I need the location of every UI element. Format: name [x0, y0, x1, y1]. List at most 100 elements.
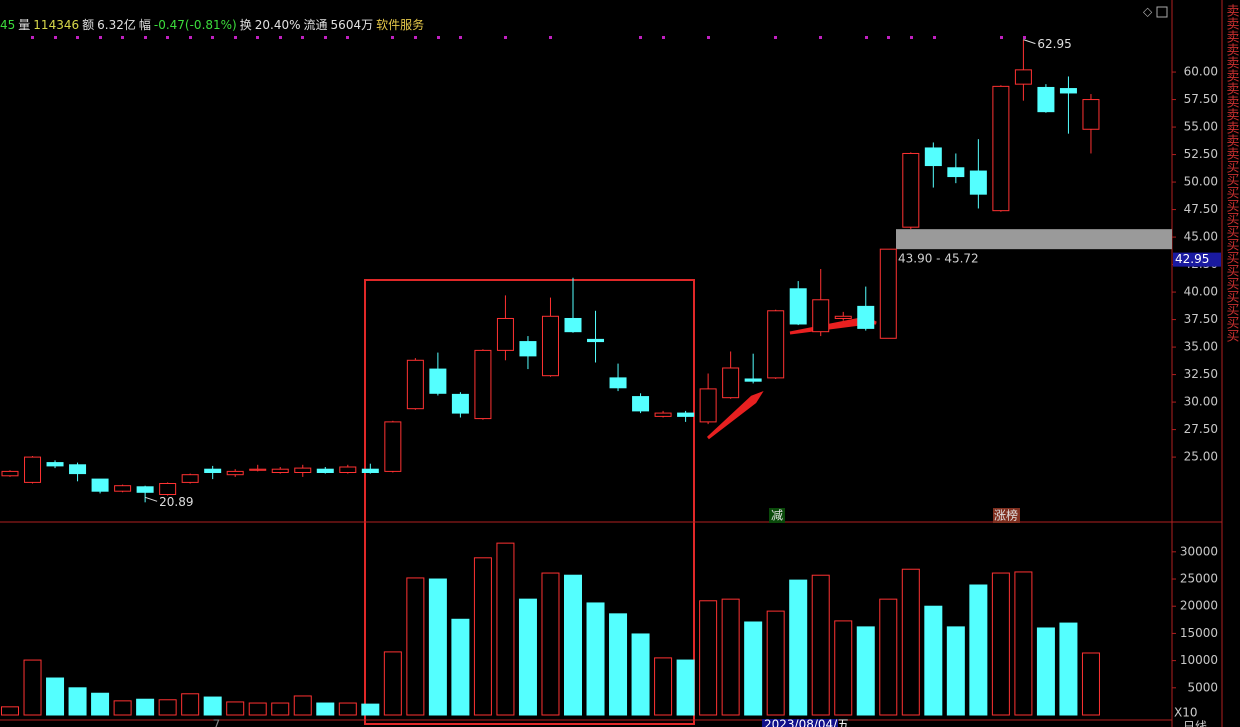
arrow: [789, 316, 877, 335]
marker: [1023, 36, 1026, 39]
header-item: -0.47(-0.81%): [154, 18, 237, 32]
y-tick-label: 25.00: [1184, 450, 1218, 464]
icon[interactable]: ◇: [1143, 5, 1153, 19]
volume-bar: [631, 633, 650, 716]
marker: [121, 36, 124, 39]
badge: 涨榜: [994, 508, 1018, 523]
candle-body: [924, 147, 942, 167]
marker: [346, 36, 349, 39]
volume-bar: [946, 626, 965, 716]
volume-bar: [744, 621, 763, 716]
y-tick-label: 60.00: [1184, 65, 1218, 79]
volume-bar: [428, 578, 447, 716]
price-tag: 42.95: [1175, 252, 1209, 266]
candle-body: [91, 478, 109, 492]
x-tick-label: 2023/08/04/五: [764, 718, 849, 727]
marker: [99, 36, 102, 39]
candle-body: [316, 468, 334, 473]
side-labels[interactable]: 卖卖卖卖卖卖卖卖卖卖卖卖买买买买买买买买买买买买买买: [1224, 4, 1240, 343]
leader: [144, 496, 158, 502]
price-tag-bg: [1173, 252, 1221, 267]
candle-body: [496, 317, 514, 351]
y-tick-label: 35.00: [1184, 340, 1218, 354]
marker: [391, 36, 394, 39]
candle-body: [69, 464, 87, 475]
candle-body: [969, 170, 987, 195]
x-tick-label: 7: [213, 718, 221, 727]
volume-bar: [293, 695, 312, 716]
candle-body: [181, 474, 199, 483]
volume-bar: [361, 703, 380, 716]
volume-bar: [451, 618, 470, 716]
volume-bar: [609, 613, 628, 716]
leader: [1023, 39, 1036, 45]
marker: [437, 36, 440, 39]
marker: [301, 36, 304, 39]
candle-body: [1059, 88, 1077, 94]
marker: [31, 36, 34, 39]
y2-tick-label: 5000: [1187, 680, 1218, 694]
candle-body: [857, 305, 875, 329]
header-item: 换: [240, 18, 252, 32]
marker: [279, 36, 282, 39]
marker: [865, 36, 868, 39]
candle-body: [654, 412, 672, 417]
marker: [414, 36, 417, 39]
candle-body: [46, 462, 64, 467]
volume-bar: [23, 659, 42, 716]
volume-bar: [113, 700, 132, 716]
volume-bar: [316, 702, 335, 716]
candle-body: [1014, 69, 1032, 85]
candle-body: [1, 470, 19, 477]
volume-bar: [383, 651, 402, 716]
y-tick-label: 55.00: [1184, 120, 1218, 134]
volume-bar: [473, 557, 492, 716]
candle-body: [632, 396, 650, 412]
y2-tick-label: 20000: [1180, 599, 1218, 613]
header-item: 45: [0, 18, 15, 32]
candle-body: [361, 468, 379, 473]
candle-body: [902, 152, 920, 228]
volume-bar: [586, 602, 605, 716]
y-tick-label: 37.50: [1184, 312, 1218, 326]
volume-bar: [856, 626, 875, 716]
badge-bg: [769, 508, 785, 523]
candle-body: [834, 315, 852, 319]
marker: [887, 36, 890, 39]
marker: [324, 36, 327, 39]
header-item: 软件服务: [376, 17, 424, 32]
candle-body: [812, 299, 830, 333]
candle-body: [699, 388, 717, 423]
header-item: 114346: [33, 18, 79, 32]
marker: [144, 36, 147, 39]
gap-label: 43.90 - 45.72: [898, 252, 979, 266]
icon[interactable]: [1156, 6, 1168, 18]
volume-bar: [338, 702, 357, 716]
marker: [910, 36, 913, 39]
y2-tick-label: 15000: [1180, 626, 1218, 640]
candle-body: [519, 341, 537, 357]
volume-bar: [564, 574, 582, 716]
marker: [933, 36, 936, 39]
candle-body: [451, 393, 469, 414]
candle-body: [767, 310, 785, 379]
volume-bar: [68, 687, 87, 716]
y2-tick-label: 25000: [1180, 572, 1218, 586]
candle-body: [226, 470, 244, 476]
volume-bar: [699, 600, 718, 716]
volume-bar: [1081, 652, 1100, 716]
gap-band: [896, 229, 1172, 250]
volume-bar: [203, 696, 222, 716]
marker: [256, 36, 259, 39]
marker: [189, 36, 192, 39]
volume-bar: [811, 574, 830, 716]
marker: [211, 36, 214, 39]
marker: [662, 36, 665, 39]
header-item: 量: [18, 18, 30, 32]
marker: [76, 36, 79, 39]
candle-body: [339, 466, 357, 473]
volume-bar: [969, 584, 988, 716]
candle-body: [587, 338, 605, 343]
y-tick-label: 47.50: [1184, 202, 1218, 216]
